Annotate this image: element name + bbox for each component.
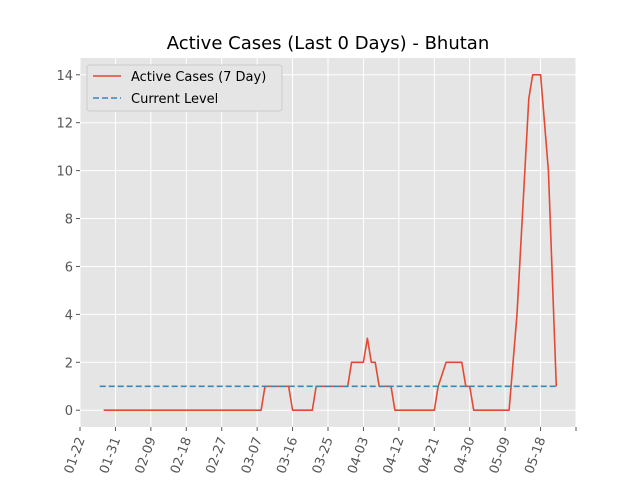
legend: Active Cases (7 Day) Current Level [86, 64, 283, 112]
x-tick-label: 04-30 [451, 435, 478, 476]
y-tick-label: 12 [56, 117, 73, 132]
grid [79, 58, 577, 427]
x-tick-label: 02-18 [168, 435, 195, 476]
y-tick-label: 6 [65, 260, 73, 275]
x-tick-label: 03-25 [310, 435, 337, 476]
y-tick-label: 8 [65, 213, 73, 228]
legend-label: Active Cases (7 Day) [131, 70, 266, 85]
x-tick-label: 01-22 [62, 435, 89, 476]
y-axis: 0 2 4 6 8 10 12 14 [56, 69, 80, 419]
legend-box [86, 64, 283, 112]
y-tick-label: 2 [65, 356, 73, 371]
y-tick-label: 0 [65, 404, 73, 419]
x-tick-label: 01-31 [97, 435, 124, 476]
x-tick-label: 02-27 [203, 435, 230, 476]
series-lines [99, 74, 558, 412]
y-tick-label: 10 [56, 165, 73, 180]
x-tick-label: 05-09 [487, 435, 514, 476]
x-tick-label: 02-09 [133, 435, 160, 476]
x-tick-label: 04-21 [416, 435, 443, 476]
chart-title: Active Cases (Last 0 Days) - Bhutan [167, 33, 490, 54]
x-tick-label: 04-03 [345, 435, 372, 476]
x-axis: 01-22 01-31 02-09 02-18 02-27 03-07 03-16 03-25… [62, 427, 577, 476]
series-line-0 [103, 74, 558, 412]
legend-label: Current Level [131, 92, 218, 107]
x-tick-label: 03-07 [239, 435, 266, 476]
x-tick-label: 03-16 [274, 435, 301, 476]
x-tick-label: 05-18 [522, 435, 549, 476]
x-tick-label: 04-12 [381, 435, 408, 476]
y-tick-label: 4 [65, 308, 73, 323]
y-tick-label: 14 [56, 69, 73, 84]
